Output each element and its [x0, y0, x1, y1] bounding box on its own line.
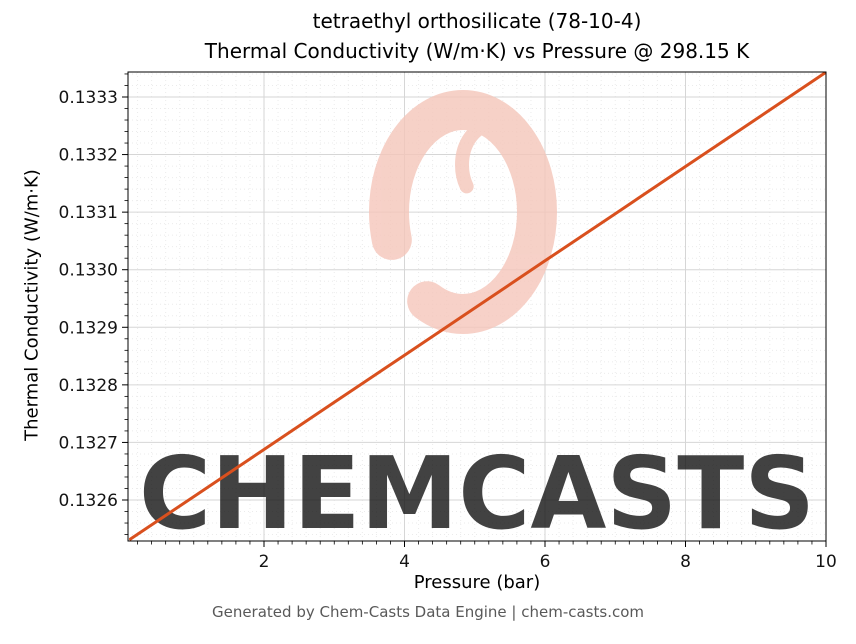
y-tick-label: 0.1333 [59, 88, 118, 108]
y-tick-label: 0.1328 [59, 376, 118, 396]
x-tick-label: 10 [815, 552, 837, 572]
chart-title: tetraethyl orthosilicate (78-10-4) Therm… [128, 6, 826, 66]
y-tick-label: 0.1332 [59, 146, 118, 166]
watermark-text: CHEMCASTS [139, 435, 815, 552]
x-tick-label: 6 [540, 552, 551, 572]
watermark-logo-swirl-icon [455, 118, 529, 212]
y-tick-label: 0.1329 [59, 318, 118, 338]
watermark-layer: CHEMCASTS [139, 90, 815, 552]
y-axis-label: Thermal Conductivity (W/m·K) [21, 169, 43, 441]
footer-credit: Generated by Chem-Casts Data Engine | ch… [211, 603, 645, 621]
y-tick-label: 0.1331 [59, 203, 118, 223]
data-series-line [129, 72, 826, 541]
x-tick-label: 2 [259, 552, 270, 572]
x-tick-label: 4 [399, 552, 410, 572]
y-tick-label: 0.1327 [59, 433, 118, 453]
chart-title-line1: tetraethyl orthosilicate (78-10-4) [312, 9, 642, 33]
chart-title-line2: Thermal Conductivity (W/m·K) vs Pressure… [204, 39, 750, 63]
x-tick-label: 8 [680, 552, 691, 572]
y-tick-label: 0.1326 [59, 491, 118, 511]
x-axis-label: Pressure (bar) [413, 572, 541, 593]
axes-layer: 2 4 6 8 10 0.1326 0.1327 0.1328 0.1329 0.1330 0.13… [59, 71, 837, 572]
watermark-logo-ring-icon [369, 90, 557, 334]
y-tick-label: 0.1330 [59, 261, 118, 281]
